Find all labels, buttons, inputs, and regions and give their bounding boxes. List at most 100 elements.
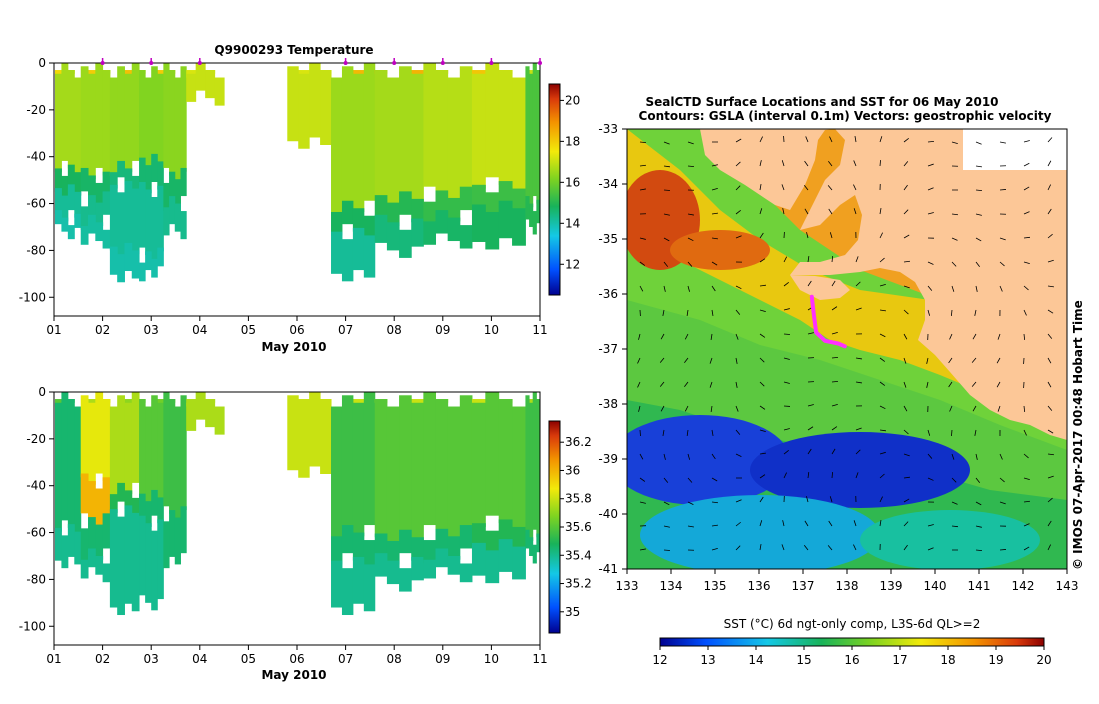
profile-cell <box>151 66 158 157</box>
profile-cell <box>95 222 103 241</box>
profile-cell <box>157 74 164 165</box>
profile-cell <box>423 63 436 187</box>
profile-cell <box>331 78 342 216</box>
profile-cell <box>132 513 140 611</box>
velocity-arrow <box>951 430 952 436</box>
profile-cell <box>387 407 400 545</box>
lat-tick-label: -39 <box>598 452 618 466</box>
x-tick-label: 01 <box>46 652 61 666</box>
profile-cell <box>81 528 89 563</box>
profile-cell <box>287 66 298 141</box>
profile-cell <box>88 481 96 521</box>
x-tick-label: 06 <box>289 652 304 666</box>
profile-cell <box>186 403 196 431</box>
profile-cell <box>139 70 146 161</box>
profile-cell <box>375 553 388 576</box>
temperature-y-axis: 0-20-40-60-80-100 <box>19 56 54 304</box>
profile-cell <box>124 181 132 247</box>
profile-cell <box>163 521 169 568</box>
y-tick-label: -100 <box>19 619 46 633</box>
y-tick-label: -40 <box>26 150 46 164</box>
velocity-arrow <box>1000 549 1006 550</box>
profile-marker-dot <box>198 61 202 65</box>
profile-cell <box>309 392 320 467</box>
profile-cell <box>61 392 68 521</box>
x-tick-label: 01 <box>46 323 61 337</box>
x-tick-label: 05 <box>241 323 256 337</box>
profile-cell <box>436 210 449 233</box>
profile-cell <box>353 557 364 604</box>
lon-tick-label: 137 <box>792 579 815 593</box>
x-tick-label: 03 <box>144 323 159 337</box>
y-tick-label: -20 <box>26 103 46 117</box>
x-tick-label: 06 <box>289 323 304 337</box>
profile-cell <box>74 78 81 176</box>
profile-cell <box>320 70 331 145</box>
profile-cell <box>145 78 152 169</box>
x-tick-label: 05 <box>241 652 256 666</box>
profile-cell <box>61 218 68 232</box>
profile-cell <box>175 518 181 565</box>
profile-cell <box>364 540 375 568</box>
profile-cell <box>110 407 118 498</box>
profile-cell <box>132 189 140 255</box>
profile-cell <box>74 532 81 565</box>
salinity-cells <box>55 392 541 615</box>
profile-cell <box>88 517 96 552</box>
profile-marker-dot <box>344 61 348 65</box>
colorbar-tick-label: 16 <box>565 175 580 189</box>
profile-marker-dot <box>392 61 396 65</box>
profile-cell <box>74 192 81 218</box>
profile-cell <box>448 407 461 541</box>
y-tick-label: -80 <box>26 572 46 586</box>
profile-cell <box>95 525 103 560</box>
colorbar-tick-label: 12 <box>565 257 580 271</box>
profile-marker-dot <box>489 61 493 65</box>
profile-cell <box>124 74 132 172</box>
profile-cell <box>298 403 309 478</box>
imos-watermark-text: IMOS 07-Apr-2017 00:48 Hobart Time <box>1071 300 1085 554</box>
sst-colorbar-tick-label: 13 <box>700 653 715 667</box>
profile-cell <box>55 74 62 172</box>
map-title: SealCTD Surface Locations and SST for 06… <box>645 95 998 109</box>
profile-cell <box>163 183 169 211</box>
lat-tick-label: -33 <box>598 122 618 136</box>
colorbar-tick-label: 36.2 <box>565 435 592 449</box>
profile-cell <box>88 215 96 234</box>
profile-cell <box>364 392 375 526</box>
lon-tick-label: 142 <box>1012 579 1035 593</box>
profile-cell <box>436 399 449 533</box>
colorbar-tick-label: 35.4 <box>565 548 592 562</box>
colorbar-tick-label: 35.2 <box>565 577 592 591</box>
profile-cell <box>81 168 89 191</box>
profile-cell <box>180 66 186 171</box>
profile-cell <box>533 392 537 530</box>
profile-cell <box>95 556 103 575</box>
profile-cell <box>157 186 164 252</box>
profile-cell <box>68 399 75 528</box>
profile-cell <box>124 243 132 271</box>
temperature-cells <box>55 63 541 283</box>
profile-cell <box>399 395 412 533</box>
profile-cell <box>215 78 225 106</box>
x-tick-label: 02 <box>95 652 110 666</box>
profile-cell <box>320 399 331 474</box>
profile-marker-dot <box>538 61 542 65</box>
profile-cell <box>151 259 158 278</box>
profile-cell <box>132 392 140 483</box>
profile-cell <box>436 548 449 567</box>
profile-cell <box>103 563 111 582</box>
profile-cell <box>169 172 175 200</box>
profile-cell <box>411 557 424 580</box>
profile-cell <box>460 225 473 248</box>
profile-cell <box>342 525 353 553</box>
profile-cell <box>411 74 424 203</box>
profile-cell <box>157 497 164 523</box>
profile-cell <box>55 188 62 214</box>
profile-cell <box>364 564 375 611</box>
profile-cell <box>103 191 111 214</box>
